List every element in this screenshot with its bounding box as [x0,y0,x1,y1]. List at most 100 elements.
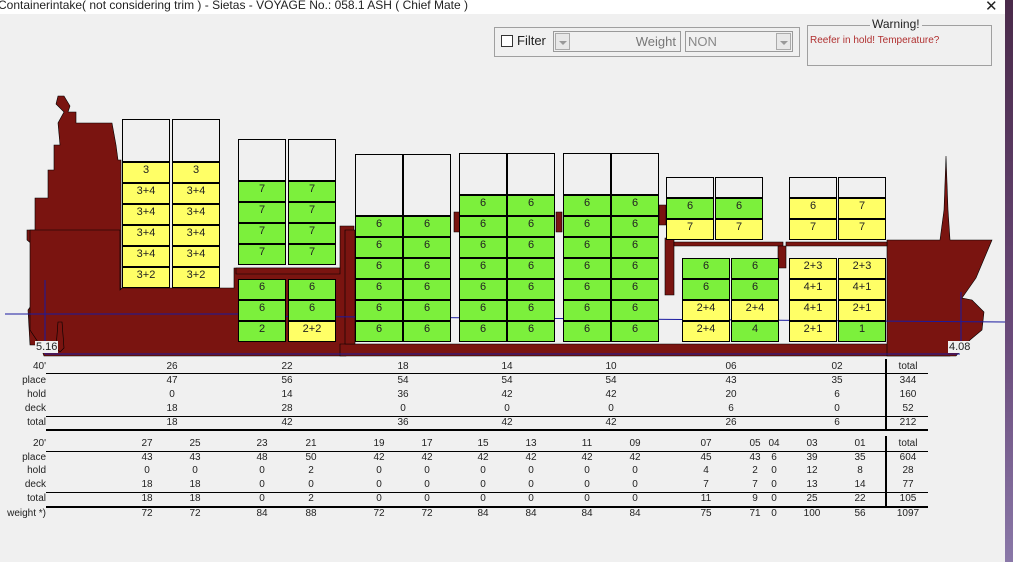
container-slot[interactable]: 7 [666,219,714,240]
container-slot[interactable]: 6 [459,321,507,342]
container-slot[interactable]: 6 [611,195,659,216]
container-slot[interactable]: 6 [682,279,730,300]
container-slot[interactable]: 6 [355,300,403,321]
container-slot[interactable]: 6 [563,321,611,342]
container-slot-empty[interactable] [715,177,763,198]
container-slot[interactable]: 6 [507,279,555,300]
container-slot-empty[interactable] [789,177,837,198]
container-slot[interactable]: 6 [355,279,403,300]
container-slot[interactable]: 6 [611,237,659,258]
container-slot[interactable]: 7 [288,181,336,202]
container-slot-empty[interactable] [403,154,451,216]
container-slot[interactable]: 6 [403,216,451,237]
container-slot[interactable]: 6 [611,321,659,342]
container-slot[interactable]: 6 [355,321,403,342]
container-slot[interactable]: 2+3 [838,258,886,279]
container-slot[interactable]: 3+2 [172,267,220,288]
container-slot-empty[interactable] [563,153,611,195]
container-slot[interactable]: 4+1 [838,279,886,300]
close-icon[interactable]: ✕ [985,0,998,15]
container-slot[interactable]: 7 [288,223,336,244]
container-slot[interactable]: 3+4 [122,183,170,204]
container-slot-empty[interactable] [122,119,170,162]
container-slot[interactable]: 6 [403,258,451,279]
filter-checkbox[interactable] [501,35,513,47]
container-slot[interactable]: 6 [459,279,507,300]
container-slot[interactable]: 6 [507,300,555,321]
container-slot-empty[interactable] [172,119,220,162]
container-slot[interactable]: 2+1 [789,321,837,342]
container-slot[interactable]: 6 [563,300,611,321]
container-slot[interactable]: 4+1 [789,300,837,321]
container-slot[interactable]: 6 [715,198,763,219]
container-slot[interactable]: 7 [238,181,286,202]
container-slot[interactable]: 3+4 [122,204,170,225]
container-slot[interactable]: 6 [355,237,403,258]
container-slot[interactable]: 7 [838,198,886,219]
container-slot[interactable]: 7 [789,219,837,240]
container-slot[interactable]: 3+4 [172,225,220,246]
container-slot[interactable]: 3+4 [122,246,170,267]
container-slot[interactable]: 7 [238,202,286,223]
container-slot[interactable]: 6 [355,258,403,279]
container-slot-empty[interactable] [838,177,886,198]
container-slot[interactable]: 6 [611,300,659,321]
container-slot[interactable]: 2+2 [288,321,336,342]
dropdown-button[interactable] [555,33,570,50]
container-slot[interactable]: 6 [507,321,555,342]
container-slot[interactable]: 1 [838,321,886,342]
container-slot[interactable]: 3+2 [122,267,170,288]
container-slot[interactable]: 6 [611,279,659,300]
container-slot[interactable]: 6 [507,258,555,279]
container-slot[interactable]: 2+1 [838,300,886,321]
container-slot[interactable]: 6 [731,258,779,279]
container-slot[interactable]: 6 [682,258,730,279]
container-slot[interactable]: 6 [563,195,611,216]
container-slot[interactable]: 6 [403,300,451,321]
container-slot[interactable]: 7 [838,219,886,240]
container-slot[interactable]: 6 [563,216,611,237]
container-slot[interactable]: 2+4 [731,300,779,321]
weight-select[interactable]: NON [685,31,793,52]
container-slot[interactable]: 6 [563,258,611,279]
container-slot[interactable]: 6 [459,300,507,321]
container-slot[interactable]: 6 [288,300,336,321]
container-slot[interactable]: 3+4 [172,246,220,267]
container-slot[interactable]: 3+4 [172,204,220,225]
container-slot[interactable]: 2+4 [682,321,730,342]
container-slot[interactable]: 6 [507,216,555,237]
container-slot-empty[interactable] [459,153,507,195]
container-slot-empty[interactable] [666,177,714,198]
container-slot[interactable]: 6 [403,321,451,342]
container-slot[interactable]: 3 [172,162,220,183]
container-slot[interactable]: 3 [122,162,170,183]
container-slot[interactable]: 6 [459,258,507,279]
container-slot[interactable]: 6 [403,279,451,300]
container-slot[interactable]: 4 [731,321,779,342]
container-slot[interactable]: 6 [403,237,451,258]
container-slot[interactable]: 2+4 [682,300,730,321]
container-slot-empty[interactable] [507,153,555,195]
container-slot[interactable]: 3+4 [172,183,220,204]
container-slot[interactable]: 6 [288,279,336,300]
container-slot[interactable]: 6 [238,279,286,300]
container-slot[interactable]: 6 [611,258,659,279]
container-slot[interactable]: 7 [288,202,336,223]
container-slot[interactable]: 6 [238,300,286,321]
container-slot-empty[interactable] [611,153,659,195]
container-slot[interactable]: 3+4 [122,225,170,246]
container-slot-empty[interactable] [238,139,286,181]
container-slot[interactable]: 6 [459,216,507,237]
container-slot[interactable]: 7 [238,223,286,244]
container-slot-empty[interactable] [355,154,403,216]
container-slot[interactable]: 6 [459,237,507,258]
container-slot[interactable]: 6 [789,198,837,219]
container-slot[interactable]: 6 [611,216,659,237]
container-slot[interactable]: 6 [507,195,555,216]
container-slot[interactable]: 7 [715,219,763,240]
container-slot[interactable]: 7 [238,244,286,265]
container-slot[interactable]: 4+1 [789,279,837,300]
container-slot[interactable]: 6 [507,237,555,258]
container-slot[interactable]: 2+3 [789,258,837,279]
dropdown-button[interactable] [776,33,791,50]
